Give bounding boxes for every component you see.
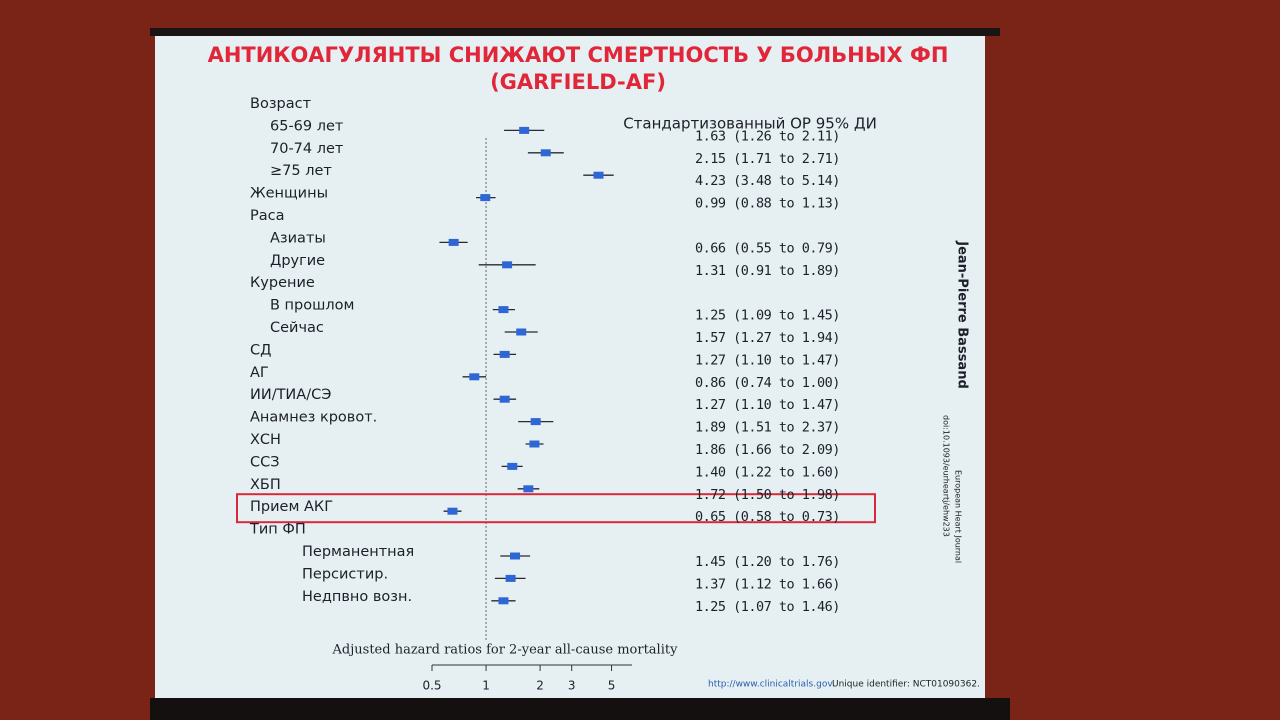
row-label: Другие (270, 253, 325, 269)
value-label: 1.31 (0.91 to 1.89) (695, 263, 840, 279)
hazard-ratio-marker (502, 261, 513, 269)
screen-bar (150, 28, 1000, 36)
row-label: ХСН (250, 432, 281, 448)
hazard-ratio-marker (516, 328, 527, 336)
value-label: 0.99 (0.88 to 1.13) (695, 196, 840, 212)
value-label: 1.89 (1.51 to 2.37) (695, 420, 840, 436)
value-label: 0.86 (0.74 to 1.00) (695, 375, 840, 391)
x-axis-label: Adjusted hazard ratios for 2-year all-ca… (332, 643, 679, 658)
author: Jean-Pierre Bassand (955, 240, 970, 389)
hazard-ratio-marker (529, 440, 540, 448)
footer-text: Unique identifier: NCT01090362. (832, 680, 980, 690)
hazard-ratio-marker (519, 126, 530, 134)
value-label: 1.57 (1.27 to 1.94) (695, 330, 840, 346)
hazard-ratio-marker (530, 418, 541, 426)
hazard-ratio-marker (480, 194, 491, 202)
hazard-ratio-marker (499, 395, 510, 403)
x-tick-label: 0.5 (422, 679, 441, 693)
row-label: ≥75 лет (270, 163, 332, 179)
value-label: 1.72 (1.50 to 1.98) (695, 487, 840, 503)
row-label: ИИ/ТИА/СЭ (250, 387, 331, 403)
value-label: 1.25 (1.09 to 1.45) (695, 308, 840, 324)
x-tick-label: 5 (608, 679, 616, 693)
hazard-ratio-marker (498, 597, 509, 605)
row-label: СД (250, 342, 271, 358)
row-label: Анамнез кровот. (250, 410, 377, 426)
row-label: АГ (250, 365, 269, 381)
x-tick-label: 3 (568, 679, 576, 693)
highlight-box (236, 493, 876, 524)
value-label: 1.27 (1.10 to 1.47) (695, 397, 840, 413)
doi: doi:10.1093/eurheartj/ehw233 (942, 415, 951, 537)
screen-bottom (150, 698, 1010, 720)
row-label: Прием АКГ (250, 499, 333, 515)
row-label: Раса (250, 208, 285, 224)
x-tick-label: 1 (482, 679, 490, 693)
hazard-ratio-marker (447, 507, 458, 515)
value-label: 1.45 (1.20 to 1.76) (695, 554, 840, 570)
title: АНТИКОАГУЛЯНТЫ СНИЖАЮТ СМЕРТНОСТЬ У БОЛЬ… (208, 43, 949, 67)
slide (155, 36, 985, 698)
hazard-ratio-marker (540, 149, 551, 157)
hazard-ratio-marker (498, 306, 509, 314)
hazard-ratio-marker (469, 373, 480, 381)
column-header: Стандартизованный ОР 95% ДИ (623, 115, 877, 133)
row-label: Возраст (250, 96, 312, 112)
row-label: ССЗ (250, 454, 280, 470)
row-label: 70-74 лет (270, 141, 344, 157)
x-tick-label: 2 (536, 679, 544, 693)
row-label: Перманентная (302, 544, 414, 560)
row-label: ХБП (250, 477, 281, 493)
row-label: 65-69 лет (270, 118, 344, 134)
value-label: 4.23 (3.48 to 5.14) (695, 173, 840, 189)
row-label: Курение (250, 275, 315, 291)
hazard-ratio-marker (523, 485, 534, 493)
row-label: В прошлом (270, 298, 354, 314)
footer-link[interactable]: http://www.clinicaltrials.gov. (708, 680, 835, 690)
row-label: Тип ФП (249, 522, 306, 538)
value-label: 1.86 (1.66 to 2.09) (695, 442, 840, 458)
source: European Heart Journal (954, 470, 963, 563)
value-label: 1.25 (1.07 to 1.46) (695, 599, 840, 615)
row-label: Недпвно возн. (302, 589, 412, 605)
hazard-ratio-marker (505, 574, 516, 582)
row-label: Женщины (250, 186, 328, 202)
hazard-ratio-marker (448, 238, 459, 246)
subtitle: (GARFIELD-AF) (490, 70, 666, 94)
value-label: 0.65 (0.58 to 0.73) (695, 509, 840, 525)
hazard-ratio-marker (499, 350, 510, 358)
hazard-ratio-marker (510, 552, 521, 560)
row-label: Персистир. (302, 566, 388, 582)
value-label: 1.27 (1.10 to 1.47) (695, 352, 840, 368)
row-label: Сейчас (270, 320, 324, 336)
value-label: 2.15 (1.71 to 2.71) (695, 151, 840, 167)
hazard-ratio-marker (507, 462, 518, 470)
hazard-ratio-marker (593, 171, 604, 179)
row-label: Азиаты (270, 230, 326, 246)
value-label: 1.63 (1.26 to 2.11) (695, 128, 840, 144)
value-label: 0.66 (0.55 to 0.79) (695, 240, 840, 256)
value-label: 1.40 (1.22 to 1.60) (695, 464, 840, 480)
value-label: 1.37 (1.12 to 1.66) (695, 576, 840, 592)
